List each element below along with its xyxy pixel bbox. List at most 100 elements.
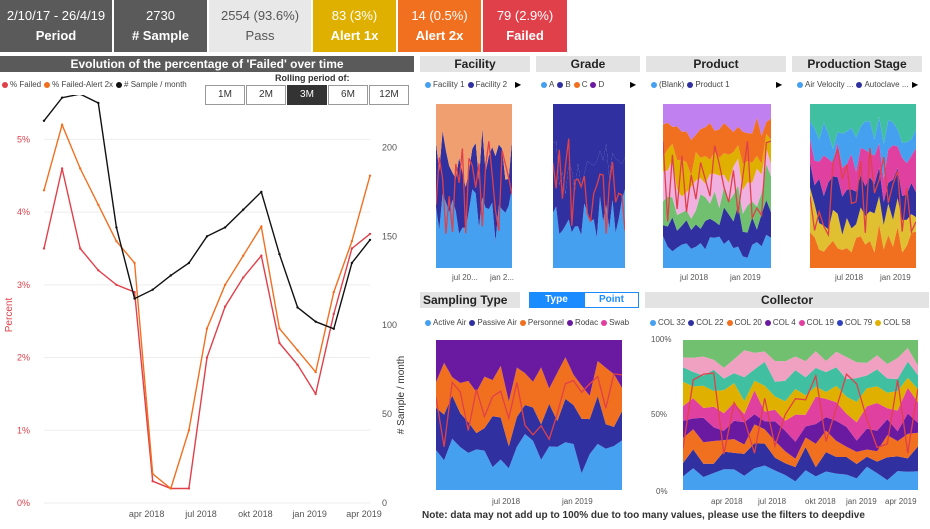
rolling-2m-button[interactable]: 2M — [246, 85, 286, 105]
legend-dot — [798, 319, 805, 326]
x-tick: jul 2018 — [184, 509, 217, 519]
area-layer — [683, 348, 918, 382]
kpi-sample: 2730 # Sample — [114, 0, 209, 52]
data-point — [278, 252, 281, 256]
area-layer — [663, 148, 771, 219]
data-point — [350, 261, 354, 265]
data-point — [151, 288, 154, 291]
legend-item: B — [565, 80, 571, 89]
legend-item: Facility 1 — [433, 80, 465, 89]
legend-item: COL 32 — [658, 318, 686, 327]
y-left-tick: 5% — [17, 134, 30, 144]
y-left-tick: 3% — [17, 280, 30, 290]
footer-note: Note: data may not add up to 100% due to… — [422, 510, 865, 521]
area-layer — [683, 443, 918, 482]
legend-dot — [856, 81, 863, 88]
legend-dot — [590, 81, 597, 88]
kpi-period: 2/10/17 - 26/4/19 Period — [0, 0, 114, 52]
rolling-3m-button[interactable]: 3M — [287, 85, 327, 105]
kpi-label: Pass — [245, 27, 275, 43]
area-layer — [810, 224, 916, 268]
x-tick: jan 2019 — [291, 509, 327, 519]
area-layer — [436, 188, 512, 268]
product-title: Product — [646, 56, 786, 72]
kpi-label: Alert 1x — [330, 27, 379, 43]
rolling-1m-button[interactable]: 1M — [205, 85, 245, 105]
legend-next-icon[interactable]: ▶ — [912, 80, 919, 89]
facility-title: Facility — [420, 56, 530, 72]
x-tick: apr 2018 — [129, 509, 165, 519]
x-tick: apr 2018 — [711, 497, 743, 506]
data-point — [205, 235, 209, 238]
area-layer — [436, 434, 622, 490]
legend-dot — [836, 319, 843, 326]
legend-dot — [726, 319, 733, 326]
data-point — [42, 247, 46, 250]
grade-legend: A B C D — [536, 80, 640, 89]
data-point — [60, 96, 64, 99]
legend-next-icon[interactable]: ▶ — [776, 80, 783, 89]
legend-next-icon[interactable]: ▶ — [515, 80, 522, 89]
legend-item: COL 22 — [696, 318, 724, 327]
data-point — [133, 261, 136, 265]
y-right-tick: 50 — [382, 409, 392, 419]
sampling-legend: Active Air Passive Air Personnel Rodac S… — [420, 318, 640, 327]
toggle-type-button[interactable]: Type — [529, 292, 584, 308]
data-point — [368, 174, 372, 177]
sampling-title: Sampling Type — [420, 292, 520, 308]
data-point — [97, 101, 100, 105]
legend-item: COL 19 — [806, 318, 834, 327]
data-point — [260, 254, 263, 257]
area-layer — [436, 340, 622, 402]
data-point — [187, 261, 191, 265]
legend-dot — [425, 81, 431, 88]
kpi-alert2x: 14 (0.5%) Alert 2x — [398, 0, 483, 52]
legend-dot — [116, 81, 123, 88]
failed-overlay-line — [436, 373, 622, 447]
main-legend: % Failed % Failed-Alert 2x # Sample / mo… — [2, 80, 187, 89]
data-point — [205, 327, 209, 330]
legend-item: Autoclave ... — [864, 80, 909, 89]
data-point — [223, 226, 227, 229]
data-point — [205, 356, 209, 359]
toggle-point-button[interactable]: Point — [584, 292, 639, 308]
legend-next-icon[interactable]: ▶ — [630, 80, 637, 89]
legend-item: COL 20 — [734, 318, 762, 327]
data-point — [314, 392, 317, 396]
kpi-label: Period — [35, 27, 77, 43]
area-layer — [553, 104, 625, 195]
data-point — [278, 341, 281, 345]
data-point — [296, 363, 299, 367]
data-point — [332, 312, 335, 316]
area-layer — [810, 104, 916, 149]
collector-area-chart — [683, 340, 918, 490]
x-tick: jul 20... — [452, 273, 478, 282]
data-point — [278, 327, 281, 330]
x-tick: jan 2... — [490, 273, 515, 282]
legend-dot — [797, 81, 803, 88]
data-point — [296, 349, 299, 352]
grade-title: Grade — [536, 56, 640, 72]
y-tick: 100% — [651, 335, 672, 344]
data-point — [115, 226, 118, 229]
kpi-bar: 2/10/17 - 26/4/19 Period 2730 # Sample 2… — [0, 0, 567, 52]
legend-item: Product 1 — [695, 80, 730, 89]
area-layer — [436, 128, 512, 242]
product-legend: (Blank) Product 1 — [646, 80, 776, 89]
kpi-value: 83 (3%) — [331, 7, 378, 23]
area-layer — [663, 117, 771, 176]
data-point — [187, 487, 191, 490]
rolling-6m-button[interactable]: 6M — [328, 85, 368, 105]
area-layer — [810, 187, 916, 253]
y-right-axis-label: # Sample / month — [396, 356, 407, 434]
legend-item: Active Air — [433, 318, 467, 327]
area-layer — [436, 395, 622, 474]
y-tick: 50% — [651, 410, 668, 419]
kpi-label: Failed — [506, 27, 544, 43]
rolling-12m-button[interactable]: 12M — [369, 85, 409, 105]
legend-dot — [573, 81, 580, 88]
legend-item: D — [598, 80, 605, 89]
facility-legend: Facility 1 Facility 2 — [420, 80, 530, 89]
data-point — [97, 269, 100, 272]
data-point — [350, 247, 354, 250]
